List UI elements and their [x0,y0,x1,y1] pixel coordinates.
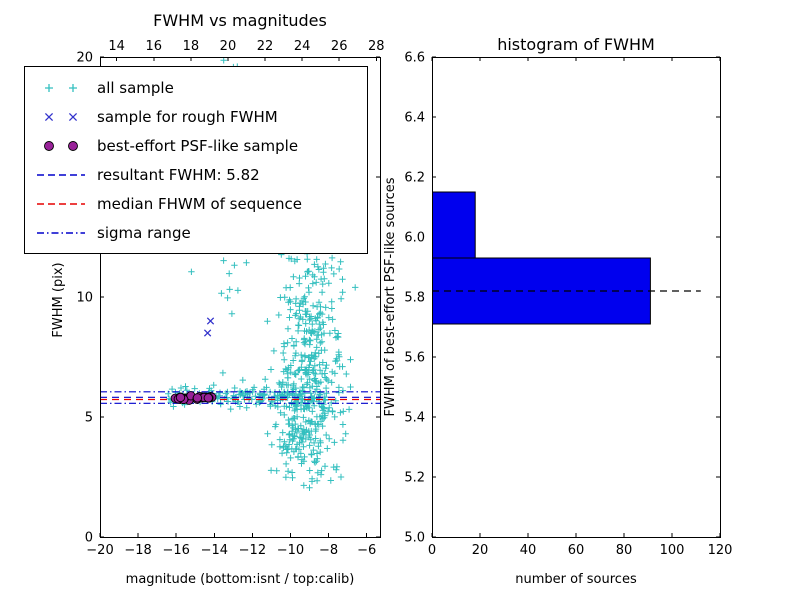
svg-text:0: 0 [428,543,436,558]
legend-item-sigma-range: sigma range [25,218,367,247]
svg-text:−14: −14 [201,543,228,558]
svg-text:−8: −8 [319,543,338,558]
histogram-bars [432,191,651,325]
histogram-content [432,191,701,325]
left-plot-frame [100,57,381,538]
red-dashed-line-icon [35,195,87,213]
svg-text:5.4: 5.4 [404,411,425,426]
scatter-plot-content [100,57,380,491]
legend-label: median FHWM of sequence [97,194,302,213]
svg-text:5.8: 5.8 [404,291,425,306]
blue-dashed-line-icon [35,166,87,184]
svg-text:−12: −12 [239,543,266,558]
svg-text:−18: −18 [124,543,151,558]
legend-label: all sample [97,78,174,97]
all-sample-points [165,57,359,491]
rough-fwhm-points [203,317,215,337]
legend-label: best-effort PSF-like sample [97,136,299,155]
svg-text:28: 28 [368,39,385,54]
svg-text:−20: −20 [86,543,113,558]
left-plot-ylabel: FWHM (pix) [51,262,66,337]
reference-lines [100,391,380,404]
right-plot-ylabel: FWHM of best-effort PSF-like sources [383,177,398,416]
svg-text:20: 20 [472,543,489,558]
psf-like-sample-points [170,391,217,405]
svg-text:5: 5 [85,411,93,426]
svg-text:6.4: 6.4 [404,111,425,126]
svg-text:16: 16 [146,39,163,54]
svg-text:6.0: 6.0 [404,231,425,246]
x-marker-icon [35,108,87,126]
svg-text:20: 20 [76,51,93,66]
svg-text:0: 0 [85,531,93,546]
svg-text:5.2: 5.2 [404,471,425,486]
svg-text:100: 100 [660,543,685,558]
plus-marker-icon [35,79,87,97]
svg-text:120: 120 [708,543,733,558]
dashdot-line-icon [35,224,87,242]
circle-marker-icon [35,137,87,155]
svg-text:6.2: 6.2 [404,171,425,186]
legend-label: sigma range [97,223,191,242]
legend-item-rough-fwhm-sample: sample for rough FWHM [25,102,367,131]
svg-text:80: 80 [616,543,633,558]
right-plot-frame [432,57,721,538]
left-plot-title: FWHM vs magnitudes [153,11,327,30]
svg-text:−6: −6 [357,543,376,558]
svg-text:10: 10 [76,291,93,306]
legend-item-all-sample: all sample [25,73,367,102]
svg-text:14: 14 [108,39,125,54]
axis-ticks-and-labels: −20 −18 −16 −14 −12 −10 −8 −614 16 18 20 22 24 26 2805… [76,39,732,558]
legend-item-resultant-fwhm: resultant FWHM: 5.82 [25,160,367,189]
right-plot-title: histogram of FWHM [497,35,655,54]
svg-text:20: 20 [220,39,237,54]
svg-text:−16: −16 [162,543,189,558]
svg-text:26: 26 [331,39,348,54]
svg-text:6.6: 6.6 [404,51,425,66]
svg-text:60: 60 [568,543,585,558]
legend-item-median-fwhm: median FHWM of sequence [25,189,367,218]
left-plot-xlabel: magnitude (bottom:isnt / top:calib) [126,572,355,587]
legend-item-psf-like-sample: best-effort PSF-like sample [25,131,367,160]
svg-text:40: 40 [520,543,537,558]
legend-box: all sample sample for rough FWHM best-ef… [24,66,368,254]
svg-text:18: 18 [183,39,200,54]
legend-label: sample for rough FWHM [97,107,278,126]
svg-text:−10: −10 [277,543,304,558]
svg-text:5.6: 5.6 [404,351,425,366]
svg-text:24: 24 [294,39,311,54]
svg-text:22: 22 [257,39,274,54]
legend-label: resultant FWHM: 5.82 [97,165,260,184]
svg-text:5.0: 5.0 [404,531,425,546]
right-plot-xlabel: number of sources [515,572,637,587]
